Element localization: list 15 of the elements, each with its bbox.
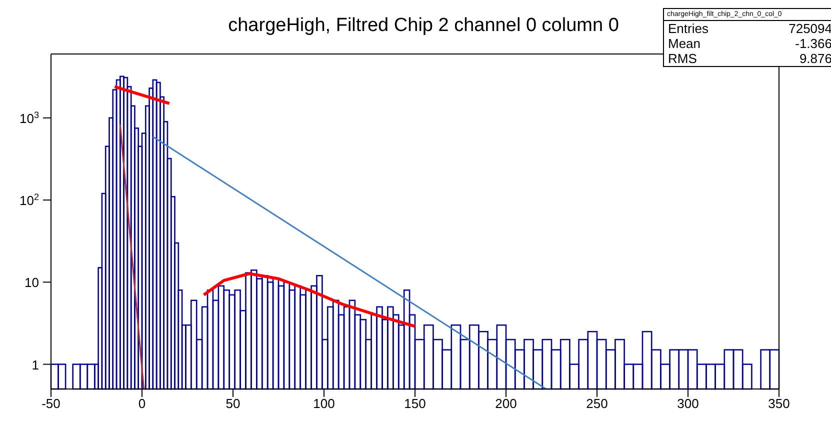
- x-tick-label: 100: [313, 396, 335, 412]
- x-tick-label: 0: [138, 396, 146, 412]
- x-tick-label: 200: [495, 396, 517, 412]
- y-tick-label: 10$^{3}$: [19, 110, 39, 126]
- x-tick-label: 250: [586, 396, 608, 412]
- y-tick-label: 10: [24, 275, 39, 290]
- x-tick-label: 350: [768, 396, 790, 412]
- y-tick-label: 10$^{2}$: [19, 192, 39, 208]
- y-tick-label: 1: [32, 357, 39, 372]
- x-tick-label: 150: [404, 396, 426, 412]
- line-series: [202, 272, 416, 328]
- x-tick-label: -50: [42, 396, 60, 412]
- x-tick-label: 300: [677, 396, 699, 412]
- x-tick-label: 50: [226, 396, 240, 412]
- chart-title: chargeHigh, Filtred Chip 2 channel 0 column 0: [228, 15, 619, 36]
